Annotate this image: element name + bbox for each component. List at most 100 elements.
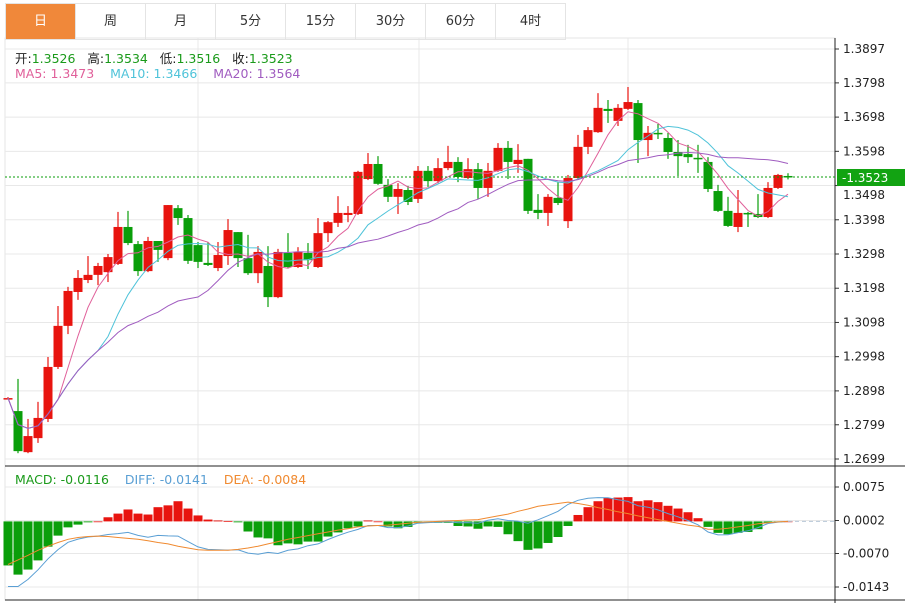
close-value: 1.3523	[248, 51, 293, 66]
candle-body	[553, 197, 563, 204]
candle-body	[233, 232, 243, 259]
candle	[153, 240, 163, 262]
candle-body	[13, 411, 23, 452]
candle	[23, 418, 33, 454]
candle-body	[23, 436, 33, 453]
candle-body	[683, 154, 693, 158]
candle	[73, 270, 83, 300]
candle	[733, 190, 743, 233]
macd-bar	[73, 521, 83, 525]
candle-body	[153, 240, 163, 250]
candle-body	[373, 163, 383, 184]
macd-bar	[43, 521, 53, 547]
macd-bar	[633, 501, 643, 522]
macd-bar	[503, 521, 513, 535]
macd-bar	[33, 521, 43, 561]
candle-body	[213, 255, 223, 269]
macd-bar	[193, 515, 203, 522]
candle-body	[303, 252, 313, 261]
ma10-value: MA10: 1.3466	[110, 66, 198, 81]
candle	[313, 218, 323, 269]
candle-body	[433, 168, 443, 182]
macd-bar	[113, 513, 123, 522]
ohlc-header: 开:1.3526 高:1.3534 低:1.3516 收:1.3523	[15, 48, 293, 67]
candle	[453, 157, 463, 183]
macd-bar	[353, 521, 363, 527]
macd-bar	[153, 507, 163, 522]
candle	[203, 242, 213, 266]
candle	[283, 233, 293, 269]
candle	[723, 196, 733, 227]
macd-bar	[523, 521, 533, 550]
candle-body	[723, 210, 733, 226]
macd-bar	[203, 519, 213, 522]
macd-bar	[213, 520, 223, 522]
candle	[623, 86, 633, 110]
low-label: 低:	[159, 51, 177, 66]
macd-bar	[613, 497, 623, 522]
candle-body	[473, 169, 483, 188]
macd-bar	[333, 521, 343, 533]
candle-body	[53, 325, 63, 367]
candle	[393, 183, 403, 214]
candle-body	[253, 251, 263, 274]
macd-bar	[243, 521, 253, 532]
candle-body	[313, 233, 323, 268]
candle-body	[93, 265, 103, 275]
macd-bar	[623, 497, 633, 522]
tab-day[interactable]: 日	[6, 4, 76, 39]
macd-bar	[543, 521, 553, 543]
candle	[743, 211, 753, 227]
macd-bar	[393, 521, 403, 529]
candle-body	[403, 190, 413, 202]
ma20-line	[7, 151, 789, 429]
candle	[143, 236, 153, 273]
price-tick-label: 1.3198	[843, 281, 885, 295]
tab-5min[interactable]: 5分	[216, 4, 286, 39]
candle	[783, 173, 793, 180]
macd-bar	[593, 501, 603, 522]
candle-body	[713, 191, 723, 211]
macd-bar	[273, 521, 283, 546]
candle	[683, 144, 693, 163]
macd-tick-label: -0.0070	[843, 547, 889, 561]
macd-bar	[183, 508, 193, 522]
candle-body	[583, 130, 593, 147]
macd-bar	[563, 521, 573, 526]
macd-bar	[753, 521, 763, 530]
macd-bar	[643, 500, 653, 522]
candle	[223, 219, 233, 265]
tab-week[interactable]: 周	[76, 4, 146, 39]
macd-bar	[303, 521, 313, 542]
high-value: 1.3534	[104, 51, 148, 66]
price-tick-label: 1.2699	[843, 452, 885, 466]
candle	[93, 262, 103, 286]
candle-body	[703, 161, 713, 189]
candle-body	[63, 290, 73, 326]
tab-15min[interactable]: 15分	[286, 4, 356, 39]
candle	[673, 140, 683, 176]
tab-month[interactable]: 月	[146, 4, 216, 39]
tab-60min[interactable]: 60分	[426, 4, 496, 39]
candle-body	[453, 161, 463, 177]
candle-body	[593, 107, 603, 133]
candle	[33, 401, 43, 443]
candle	[713, 184, 723, 212]
tab-30min[interactable]: 30分	[356, 4, 426, 39]
macd-tick-label: 0.0075	[843, 480, 885, 494]
macd-bar	[673, 508, 683, 522]
macd-bar	[293, 521, 303, 545]
candle-body	[663, 137, 673, 153]
price-tick-label: 1.3398	[843, 213, 885, 227]
ma5-line	[7, 111, 789, 429]
price-tick-label: 1.3698	[843, 110, 885, 124]
tab-4hour[interactable]: 4时	[496, 4, 566, 39]
candle-body	[333, 212, 343, 223]
candle	[603, 99, 613, 123]
candle	[653, 123, 663, 140]
candle	[113, 211, 123, 265]
candle-body	[273, 251, 283, 298]
candle	[613, 104, 623, 127]
candle-body	[733, 212, 743, 227]
